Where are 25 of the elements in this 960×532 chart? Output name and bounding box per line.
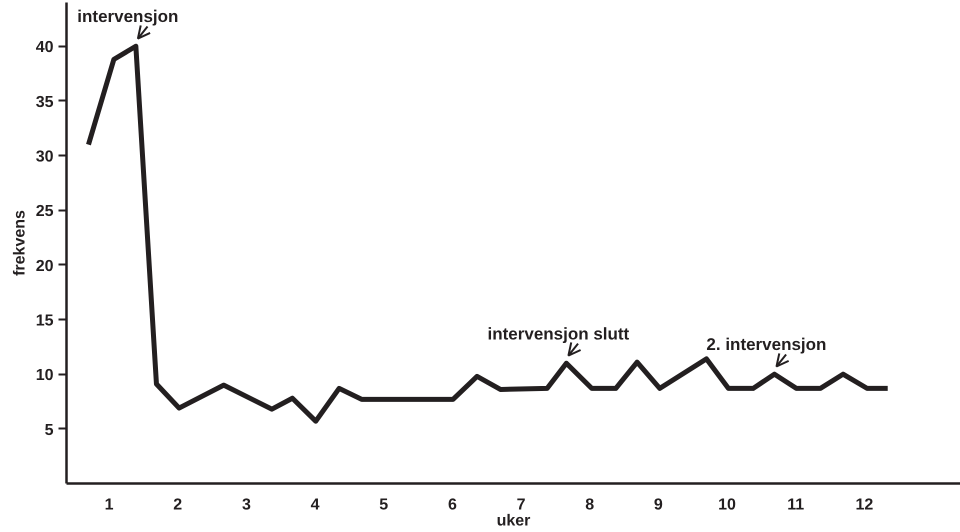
x-tick-label: 7 <box>516 496 526 514</box>
x-tick-label: 3 <box>242 496 251 514</box>
x-tick-label: 2 <box>173 496 182 514</box>
y-tick-label: 5 <box>44 422 54 439</box>
y-tick-label: 15 <box>36 312 54 330</box>
y-tick-label: 40 <box>36 39 54 56</box>
y-tick-label: 30 <box>36 148 54 166</box>
x-tick-label: 5 <box>379 496 388 514</box>
x-tick-label: 8 <box>585 496 594 514</box>
y-tick-label: 10 <box>36 367 54 384</box>
x-tick-label: 6 <box>448 496 457 514</box>
x-tick-label: 10 <box>718 496 736 514</box>
x-tick-label: 9 <box>654 496 663 514</box>
annotation: 2. intervensjon <box>706 335 826 354</box>
y-axis-title: frekvens <box>12 210 29 276</box>
x-axis-title: uker <box>496 512 530 530</box>
annotation: intervensjon <box>77 7 178 26</box>
y-tick-label: 25 <box>36 203 54 220</box>
x-tick-label: 4 <box>310 496 320 514</box>
y-tick-label: 35 <box>36 94 54 111</box>
x-tick-label: 12 <box>855 496 874 514</box>
x-tick-label: 11 <box>787 496 804 514</box>
x-tick-label: 1 <box>104 496 114 514</box>
annotation: intervensjon slutt <box>488 324 630 344</box>
y-tick-label: 20 <box>36 258 54 275</box>
